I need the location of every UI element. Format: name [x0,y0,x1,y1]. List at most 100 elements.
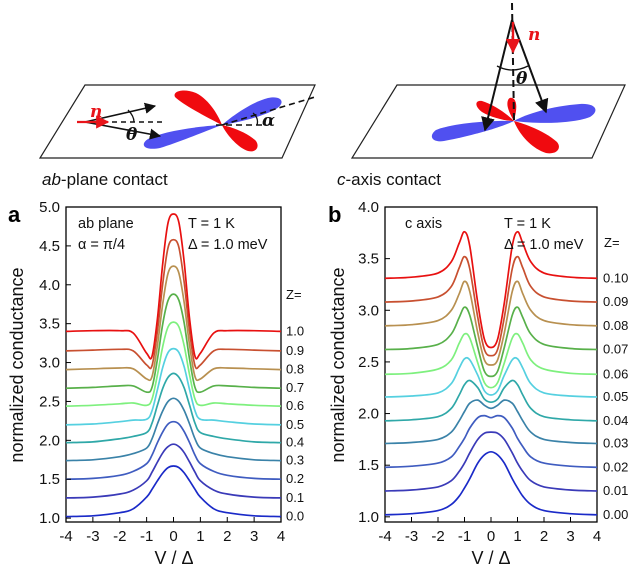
panel-a-curves [65,213,282,518]
panel-a-z-value-label: 0.0 [286,509,304,524]
panel-b-z-value-label: 0.10 [603,270,628,285]
panel-a-z-value-label: 0.8 [286,362,304,377]
ab-lobe-blue-right [222,97,282,125]
panel-a-y-tick-label: 4.0 [39,277,60,294]
panel-a-series-z-0.0 [65,465,282,518]
panel-b-z-value-label: 0.09 [603,294,628,309]
panel-b-x-tick-label: -1 [458,528,471,545]
panel-b-z-value-label: 0.08 [603,318,628,333]
panel-a-z-value-label: 0.4 [286,435,304,450]
c-theta-arc [496,65,529,71]
ab-theta-label: θ [126,125,138,145]
panel-b-z-labels: 0.00 0.01 0.02 0.03 0.04 0.05 0.06 0.07 0.08 0.09… [603,270,628,522]
panel-b-y-tick-label: 2.0 [358,406,379,423]
panel-b-series-z-0.07 [384,306,598,378]
panel-a-x-tick-label: -2 [113,528,126,545]
c-theta-label: θ [516,69,528,89]
panel-b-series-z-0.04 [384,379,598,422]
panel-b-y-ticks: 1.0 1.5 2.0 2.5 3.0 3.5 4.0 [358,199,390,526]
panel-b-series-z-0.06 [384,332,598,389]
panel-b-series-z-0.05 [384,356,598,398]
panel-a-z-value-label: 0.1 [286,490,304,505]
panel-b-series-z-0.01 [384,431,598,492]
panel-b-curves [384,230,598,516]
panel-b-x-ticks: -4 -3 -2 -1 0 1 2 3 4 [378,517,601,545]
panel-a-y-tick-label: 4.5 [39,238,60,255]
panel-b-x-tick-label: -3 [405,528,418,545]
panel-b-annotation-temperature: T = 1 K [504,216,551,232]
panel-b-z-value-label: 0.00 [603,507,628,522]
ab-plane-illustration: n θ α [38,84,316,159]
panel-a-z-value-label: 0.2 [286,471,304,486]
panel-a-y-tick-label: 1.0 [39,510,60,527]
c-lobe-blue-right [514,103,596,123]
panel-b-z-value-label: 0.03 [603,436,628,451]
panel-a-y-tick-label: 3.5 [39,316,60,333]
panel-b-y-tick-label: 1.0 [358,509,379,526]
panel-a-label: a [8,202,21,227]
c-cone-left-arrow [481,19,513,132]
panel-b-y-tick-label: 1.5 [358,457,379,474]
panel-b-x-tick-label: 3 [566,528,574,545]
panel-a: a -4 -3 -2 -1 0 1 2 3 4 1.0 1.5 2.0 2.5 3.0 3.5 4.0 4.5… [7,199,304,568]
panel-b-z-value-label: 0.02 [603,459,628,474]
c-lobe-red-bottom [514,121,559,154]
ab-alpha-label: α [262,111,275,131]
ab-alpha-arc [252,112,259,126]
ab-lobe-red-bottom [222,125,258,152]
panel-a-z-value-label: 0.3 [286,453,304,468]
panel-a-x-tick-label: -1 [140,528,153,545]
c-dashed-normal [511,2,515,121]
panel-a-series-z-0.9 [65,238,282,370]
c-n-label: n [528,25,540,45]
panel-b-ylabel: normalized conductance [328,267,348,462]
panel-b-xlabel: V / Δ [471,548,510,568]
panel-a-series-z-1.0 [65,213,282,360]
panel-a-x-tick-label: -3 [86,528,99,545]
panel-b-z-value-label: 0.04 [603,413,628,428]
panel-b-y-tick-label: 3.0 [358,302,379,319]
panel-b: b -4 -3 -2 -1 0 1 2 3 4 1.0 1.5 2.0 2.5 3.0 3.5 4.0 0.… [328,199,628,568]
panel-a-series-z-0.8 [65,265,282,382]
panel-a-xlabel: V / Δ [154,548,193,568]
panel-a-z-value-label: 0.9 [286,343,304,358]
panel-b-series-z-0.10 [384,230,598,349]
panel-b-x-tick-label: 1 [513,528,521,545]
panel-a-y-tick-label: 5.0 [39,199,60,216]
panel-a-y-ticks: 1.0 1.5 2.0 2.5 3.0 3.5 4.0 4.5 5.0 [39,199,71,527]
panel-a-series-z-0.1 [65,443,282,499]
c-axis-caption: c-axis contact [337,170,441,189]
panel-b-x-tick-label: 0 [487,528,495,545]
panel-b-series-z-0.02 [384,414,598,469]
panel-b-x-tick-label: 4 [593,528,601,545]
panel-b-series-z-0.08 [384,280,598,366]
panel-a-y-tick-label: 3.0 [39,355,60,372]
panel-b-x-tick-label: -4 [378,528,391,545]
panel-a-z-value-label: 1.0 [286,323,304,338]
ab-theta-arc [127,109,135,123]
panel-a-series-z-0.7 [65,293,282,394]
panel-a-x-tick-label: 0 [169,528,177,545]
c-cone-right-arrow [511,19,549,114]
panel-b-label: b [328,202,341,227]
panel-a-annotation-alpha: α = π/4 [78,237,125,253]
ab-d-wave-orbital [143,90,282,152]
panel-a-x-tick-label: 4 [277,528,285,545]
panel-a-annotation-temperature: T = 1 K [188,216,235,232]
panel-a-z-labels: 0.0 0.1 0.2 0.3 0.4 0.5 0.6 0.7 0.8 0.9 1.0 [286,323,304,523]
panel-a-series-z-0.3 [65,397,282,462]
panel-a-x-ticks: -4 -3 -2 -1 0 1 2 3 4 [59,517,285,545]
panel-b-series-z-0.09 [384,255,598,357]
panel-b-y-tick-label: 3.5 [358,251,379,268]
panel-b-series-z-0.00 [384,450,598,516]
panel-a-x-tick-label: 3 [250,528,258,545]
panel-b-z-value-label: 0.05 [603,389,628,404]
c-axis-illustration: n θ [350,2,626,159]
c-lobe-red-top-left [476,100,514,121]
panel-a-annotation-gap: Δ = 1.0 meV [188,237,268,253]
ab-lobe-blue-left [143,125,222,149]
panel-b-annotation-gap: Δ = 1.0 meV [504,237,584,253]
panel-a-series-z-0.5 [65,347,282,426]
panel-a-z-value-label: 0.6 [286,398,304,413]
